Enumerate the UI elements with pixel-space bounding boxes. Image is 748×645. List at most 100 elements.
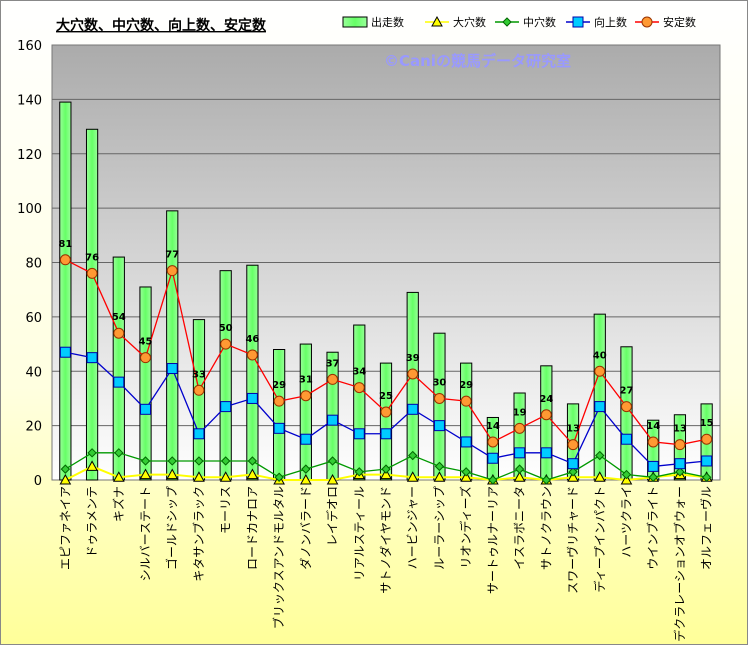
marker-向上数-モーリス [220, 401, 232, 413]
data-label: 13 [673, 424, 687, 435]
marker-中穴数-ウインブライト [648, 472, 658, 482]
x-tick-label: ルーラーシップ [432, 486, 446, 570]
legend-marker-中穴数 [502, 17, 512, 27]
marker-中穴数-ブリックスアンドモルタル [274, 472, 284, 482]
marker-安定数-キズナ [113, 327, 125, 339]
y-tick-label: 20 [25, 420, 42, 435]
x-tick-label: サトノクラウン [539, 486, 553, 570]
data-label: 34 [352, 367, 366, 378]
marker-中穴数-ドゥラメンテ [87, 448, 97, 458]
data-label: 77 [165, 250, 179, 261]
data-labels: 81 76 54 45 77 33 50 46 29 31 37 34 25 39 30 29 14 19 24 13… [58, 239, 713, 435]
data-label: 81 [58, 239, 72, 250]
y-tick-label: 60 [25, 311, 42, 326]
marker-中穴数-キズナ [114, 448, 124, 458]
marker-大穴数-モーリス [219, 471, 232, 482]
data-label: 19 [513, 407, 527, 418]
x-tick-label: モーリス [219, 486, 233, 534]
chart-title: 大穴数、中穴数、向上数、安定数 [56, 17, 267, 34]
data-label: 40 [593, 350, 607, 361]
bar-ダノンバラード [299, 343, 312, 481]
data-label: 30 [432, 377, 446, 388]
marker-向上数-ダノンバラード [300, 433, 312, 445]
bar-キズナ [112, 256, 125, 481]
marker-中穴数-レイデオロ [327, 456, 338, 466]
marker-中穴数-ディープインパクト [595, 450, 605, 461]
marker-向上数-オルフェーヴル [701, 455, 713, 467]
marker-中穴数-リアルスティール [354, 467, 364, 477]
marker-安定数-キタサンブラック [193, 384, 205, 396]
legend-label-大穴数: 大穴数 [453, 15, 486, 29]
marker-安定数-シルバーステート [140, 352, 152, 364]
x-tick-label: オルフェーヴル [699, 486, 714, 570]
marker-大穴数-ディープインパクト [593, 471, 606, 482]
marker-向上数-ロードカナロア [246, 392, 258, 404]
marker-大穴数-スワーヴリチャード [567, 471, 579, 482]
marker-大穴数-イスラボニータ [513, 471, 526, 482]
marker-大穴数-シルバーステート [139, 468, 152, 480]
marker-向上数-イスラボニータ [514, 447, 526, 459]
marker-中穴数-キタサンブラック [194, 456, 204, 466]
x-tick-label: ウインブライト [645, 486, 660, 570]
x-tick-label: ハーツクライ [619, 486, 633, 558]
data-label: 33 [192, 369, 206, 380]
data-label: 15 [700, 418, 714, 429]
marker-中穴数-イスラボニータ [514, 464, 525, 474]
marker-安定数-ドゥラメンテ [86, 267, 98, 279]
data-label: 14 [486, 421, 500, 432]
y-tick-label: 140 [17, 93, 42, 108]
bar-ブリックスアンドモルタル [273, 349, 286, 481]
x-tick-label: レイデオロ [325, 486, 340, 546]
marker-安定数-ハーツクライ [620, 401, 632, 413]
x-tick-label: ダノンバラード [298, 486, 313, 570]
marker-安定数-リオンディーズ [460, 395, 472, 407]
marker-中穴数-ダノンバラード [301, 464, 311, 474]
marker-安定数-レイデオロ [327, 373, 339, 385]
marker-大穴数-ハービンジャー [406, 471, 419, 482]
marker-安定数-スワーヴリチャード [567, 439, 579, 451]
marker-安定数-デクラレーションオブウォー [674, 439, 686, 451]
marker-向上数-キズナ [113, 376, 125, 388]
bar-エピファネイア [59, 101, 72, 481]
marker-安定数-エピファネイア [59, 254, 71, 266]
watermark: ©Caniの競馬データ研究室 [384, 52, 571, 70]
marker-大穴数-レイデオロ [326, 473, 339, 485]
x-tick-label: リオンディーズ [458, 486, 473, 569]
bar-ドゥラメンテ [85, 128, 99, 481]
data-label: 39 [406, 353, 420, 364]
data-label: 54 [112, 312, 126, 323]
marker-安定数-サトノクラウン [540, 409, 552, 421]
legend-marker-向上数 [572, 16, 584, 28]
marker-向上数-サトノダイヤモンド [380, 428, 392, 440]
x-tick-label: エピファネイア [58, 486, 72, 570]
data-label: 29 [459, 380, 473, 391]
marker-大穴数-ドゥラメンテ [86, 460, 98, 471]
x-tick-label: スワーヴリチャード [565, 486, 580, 594]
marker-向上数-ハービンジャー [407, 403, 419, 415]
marker-安定数-リアルスティール [353, 382, 365, 394]
bar-ルーラーシップ [433, 332, 446, 481]
marker-向上数-サトノクラウン [540, 447, 552, 459]
marker-中穴数-ゴールドシップ [167, 456, 177, 466]
marker-向上数-ブリックスアンドモルタル [273, 422, 285, 434]
marker-大穴数-キズナ [112, 471, 125, 482]
bar-サトノダイヤモンド [379, 362, 393, 481]
legend-marker-安定数 [641, 16, 653, 28]
legend-label-出走数: 出走数 [371, 15, 404, 29]
marker-向上数-エピファネイア [59, 346, 71, 358]
marker-中穴数-オルフェーヴル [701, 472, 712, 482]
legend-marker-大穴数 [431, 15, 443, 27]
y-axis-ticks: 0 20 40 60 80 100 120 140 160 [17, 39, 42, 489]
data-label: 29 [272, 380, 286, 391]
data-label: 45 [139, 337, 153, 348]
data-label: 13 [566, 424, 580, 435]
marker-安定数-ダノンバラード [300, 390, 312, 402]
marker-中穴数-サトノダイヤモンド [381, 464, 391, 474]
bar-リアルスティール [353, 324, 366, 481]
marker-中穴数-モーリス [220, 456, 231, 466]
data-label: 76 [85, 252, 99, 263]
marker-向上数-レイデオロ [327, 414, 339, 426]
marker-大穴数-サトノダイヤモンド [380, 468, 392, 480]
marker-大穴数-ルーラーシップ [433, 471, 446, 482]
